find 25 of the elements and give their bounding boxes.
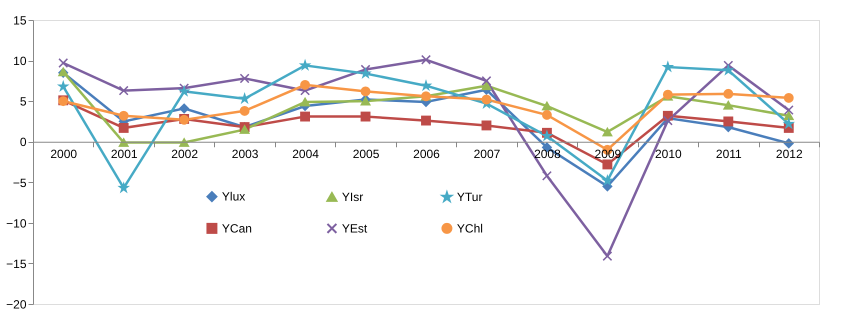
y-tick-label: 15 <box>13 14 27 28</box>
legend-label: YChl <box>456 221 483 236</box>
legend-label: Ylux <box>222 190 246 204</box>
legend-label: YEst <box>342 221 368 236</box>
x-tick-label: 2001 <box>110 147 138 162</box>
y-tick-label: −15 <box>6 256 27 271</box>
legend-label: YIsr <box>342 190 364 204</box>
legend-label: YTur <box>456 190 482 204</box>
x-tick-label: 2004 <box>292 147 320 162</box>
y-tick-label: 10 <box>13 54 27 68</box>
x-tick-label: 2002 <box>171 147 198 162</box>
y-tick-label: −5 <box>12 176 27 190</box>
y-tick-label: −20 <box>6 298 27 312</box>
x-tick-label: 2003 <box>232 147 259 162</box>
x-tick-label: 2007 <box>474 147 501 162</box>
legend-label: YCan <box>222 221 252 236</box>
y-tick-label: 0 <box>20 135 27 150</box>
x-tick-label: 2010 <box>654 147 682 162</box>
x-tick-label: 2005 <box>352 147 380 162</box>
y-tick-label: −10 <box>6 216 27 230</box>
y-tick-label: 5 <box>20 94 27 109</box>
x-tick-label: 2006 <box>413 147 440 162</box>
x-tick-label: 2011 <box>716 147 742 162</box>
x-tick-label: 2000 <box>50 147 78 162</box>
x-tick-label: 2012 <box>776 147 803 162</box>
